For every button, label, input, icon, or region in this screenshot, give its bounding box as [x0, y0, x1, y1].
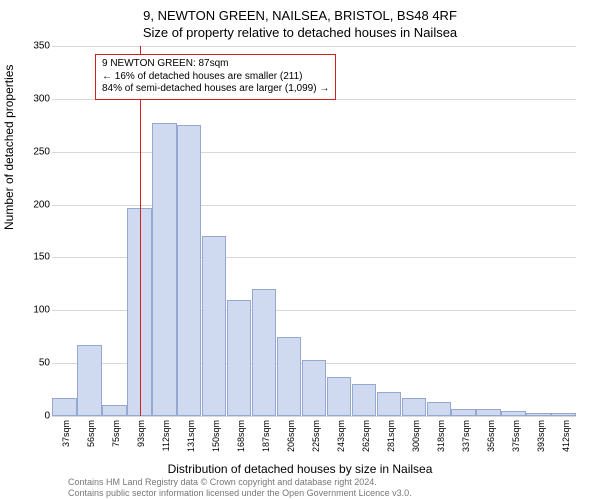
x-tick-label: 56sqm	[86, 420, 96, 447]
callout-line-3: 84% of semi-detached houses are larger (…	[102, 83, 329, 96]
histogram-bar	[227, 300, 251, 416]
histogram-bar	[202, 236, 226, 416]
x-tick-label: 375sqm	[511, 420, 521, 452]
x-tick-label: 37sqm	[61, 420, 71, 447]
y-tick-label: 100	[30, 305, 50, 316]
x-tick-label: 337sqm	[461, 420, 471, 452]
x-tick-label: 393sqm	[536, 420, 546, 452]
histogram-bar	[77, 345, 101, 416]
histogram-bar	[152, 123, 176, 416]
y-tick-label: 200	[30, 199, 50, 210]
x-axis-baseline	[52, 416, 576, 417]
histogram-bar	[52, 398, 76, 416]
property-callout-box: 9 NEWTON GREEN: 87sqm ← 16% of detached …	[95, 54, 336, 100]
histogram-bar	[551, 413, 575, 416]
y-tick-label: 250	[30, 146, 50, 157]
x-tick-label: 356sqm	[486, 420, 496, 452]
x-tick-label: 243sqm	[336, 420, 346, 452]
callout-line-1: 9 NEWTON GREEN: 87sqm	[102, 58, 329, 71]
x-tick-label: 93sqm	[136, 420, 146, 447]
histogram-bar	[377, 392, 401, 416]
x-tick-label: 318sqm	[436, 420, 446, 452]
histogram-bar	[427, 402, 451, 416]
chart-title-main: 9, NEWTON GREEN, NAILSEA, BRISTOL, BS48 …	[0, 0, 600, 23]
y-tick-label: 0	[30, 411, 50, 422]
histogram-bar	[277, 337, 301, 416]
histogram-bar	[526, 413, 550, 416]
histogram-bar	[476, 409, 500, 416]
y-axis-label: Number of detached properties	[2, 65, 16, 230]
x-tick-label: 75sqm	[111, 420, 121, 447]
histogram-bar	[501, 411, 525, 416]
x-tick-label: 187sqm	[261, 420, 271, 452]
histogram-bar	[252, 289, 276, 416]
x-tick-label: 281sqm	[386, 420, 396, 452]
x-tick-label: 300sqm	[411, 420, 421, 452]
x-tick-label: 150sqm	[211, 420, 221, 452]
x-tick-label: 262sqm	[361, 420, 371, 452]
property-marker-line	[140, 46, 141, 416]
histogram-bar	[402, 398, 426, 416]
y-tick-label: 350	[30, 41, 50, 52]
x-tick-label: 412sqm	[561, 420, 571, 452]
y-tick-label: 300	[30, 93, 50, 104]
plot-area	[52, 46, 576, 416]
histogram-bar	[302, 360, 326, 416]
chart-title-sub: Size of property relative to detached ho…	[0, 23, 600, 40]
callout-line-2: ← 16% of detached houses are smaller (21…	[102, 71, 329, 84]
histogram-bar	[327, 377, 351, 416]
x-axis-label: Distribution of detached houses by size …	[0, 462, 600, 476]
histogram-bar	[102, 405, 126, 416]
x-tick-label: 131sqm	[186, 420, 196, 452]
histogram-bar	[451, 409, 475, 416]
credits-line-1: Contains HM Land Registry data © Crown c…	[68, 477, 412, 487]
x-tick-label: 112sqm	[161, 420, 171, 451]
x-tick-label: 168sqm	[236, 420, 246, 452]
y-tick-label: 50	[30, 358, 50, 369]
x-tick-label: 225sqm	[311, 420, 321, 452]
x-tick-label: 206sqm	[286, 420, 296, 452]
y-tick-label: 150	[30, 252, 50, 263]
credits-line-2: Contains public sector information licen…	[68, 488, 412, 498]
histogram-bar	[177, 125, 201, 416]
credits: Contains HM Land Registry data © Crown c…	[68, 477, 412, 498]
histogram-bar	[352, 384, 376, 416]
